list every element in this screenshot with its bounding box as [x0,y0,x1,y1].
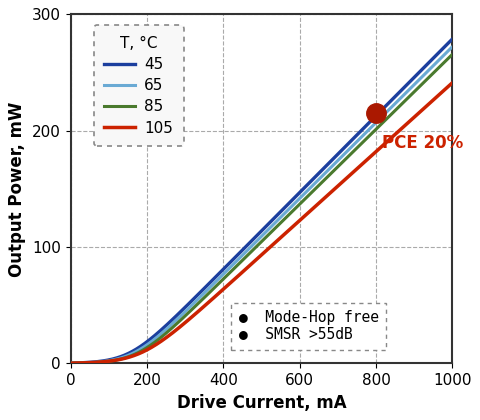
X-axis label: Drive Current, mA: Drive Current, mA [177,394,347,412]
Text: PCE 20%: PCE 20% [382,134,463,152]
Text: ●  Mode-Hop free
●  SMSR >55dB: ● Mode-Hop free ● SMSR >55dB [239,310,379,342]
Y-axis label: Output Power, mW: Output Power, mW [8,101,26,276]
Legend: 45, 65, 85, 105: 45, 65, 85, 105 [94,26,183,146]
